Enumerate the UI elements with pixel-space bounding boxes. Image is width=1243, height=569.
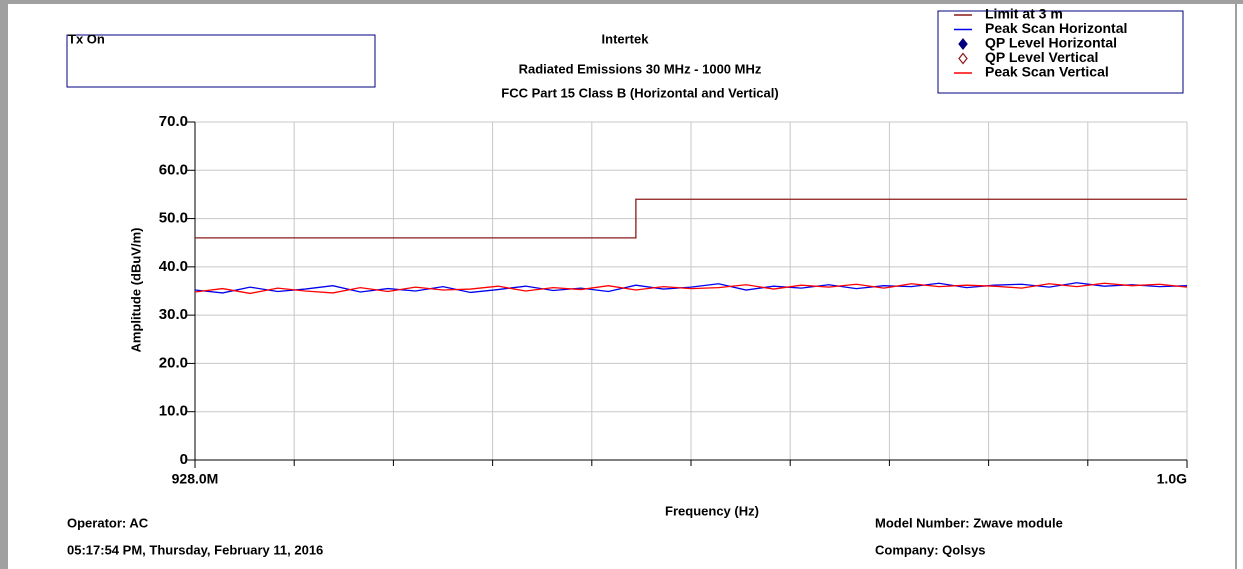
- legend-label: QP Level Vertical: [985, 49, 1098, 65]
- footer-timestamp: 05:17:54 PM, Thursday, February 11, 2016: [67, 542, 323, 557]
- y-tick-label: 0: [180, 451, 188, 468]
- x-tick-label: 1.0G: [1157, 471, 1187, 487]
- header-box-text: Tx On: [68, 31, 105, 46]
- legend-swatch: [958, 52, 968, 65]
- footer-company: Company: Qolsys: [875, 542, 986, 557]
- legend-label: QP Level Horizontal: [985, 35, 1117, 51]
- legend-label: Peak Scan Vertical: [985, 64, 1109, 80]
- y-tick-label: 40.0: [159, 258, 188, 275]
- series-line: [195, 198, 1187, 239]
- y-tick-label: 70.0: [159, 113, 188, 130]
- header-box: [66, 34, 376, 88]
- legend-label: Peak Scan Horizontal: [985, 20, 1127, 36]
- x-axis-label: Frequency (Hz): [665, 503, 759, 518]
- chart-title: Intertek: [602, 31, 650, 46]
- chart-subtitle: Radiated Emissions 30 MHz - 1000 MHz: [519, 61, 762, 76]
- legend-box: [937, 10, 1184, 94]
- y-tick-label: 10.0: [159, 403, 188, 420]
- footer-operator: Operator: AC: [67, 515, 149, 530]
- y-tick-label: 30.0: [159, 306, 188, 323]
- window-edge: [0, 0, 8, 569]
- legend-swatch: [958, 38, 968, 50]
- footer-model: Model Number: Zwave module: [875, 515, 1063, 530]
- window-edge: [0, 0, 1243, 4]
- chart-subtitle: FCC Part 15 Class B (Horizontal and Vert…: [501, 85, 778, 100]
- y-tick-label: 50.0: [159, 210, 188, 227]
- series-line: [194, 282, 1188, 294]
- series-line: [194, 282, 1188, 295]
- y-tick-label: 20.0: [159, 354, 188, 371]
- legend-label: Limit at 3 m: [985, 6, 1063, 22]
- y-axis-label: Amplitude (dBuV/m): [128, 228, 143, 353]
- x-tick-label: 928.0M: [172, 471, 219, 487]
- y-tick-label: 60.0: [159, 161, 188, 178]
